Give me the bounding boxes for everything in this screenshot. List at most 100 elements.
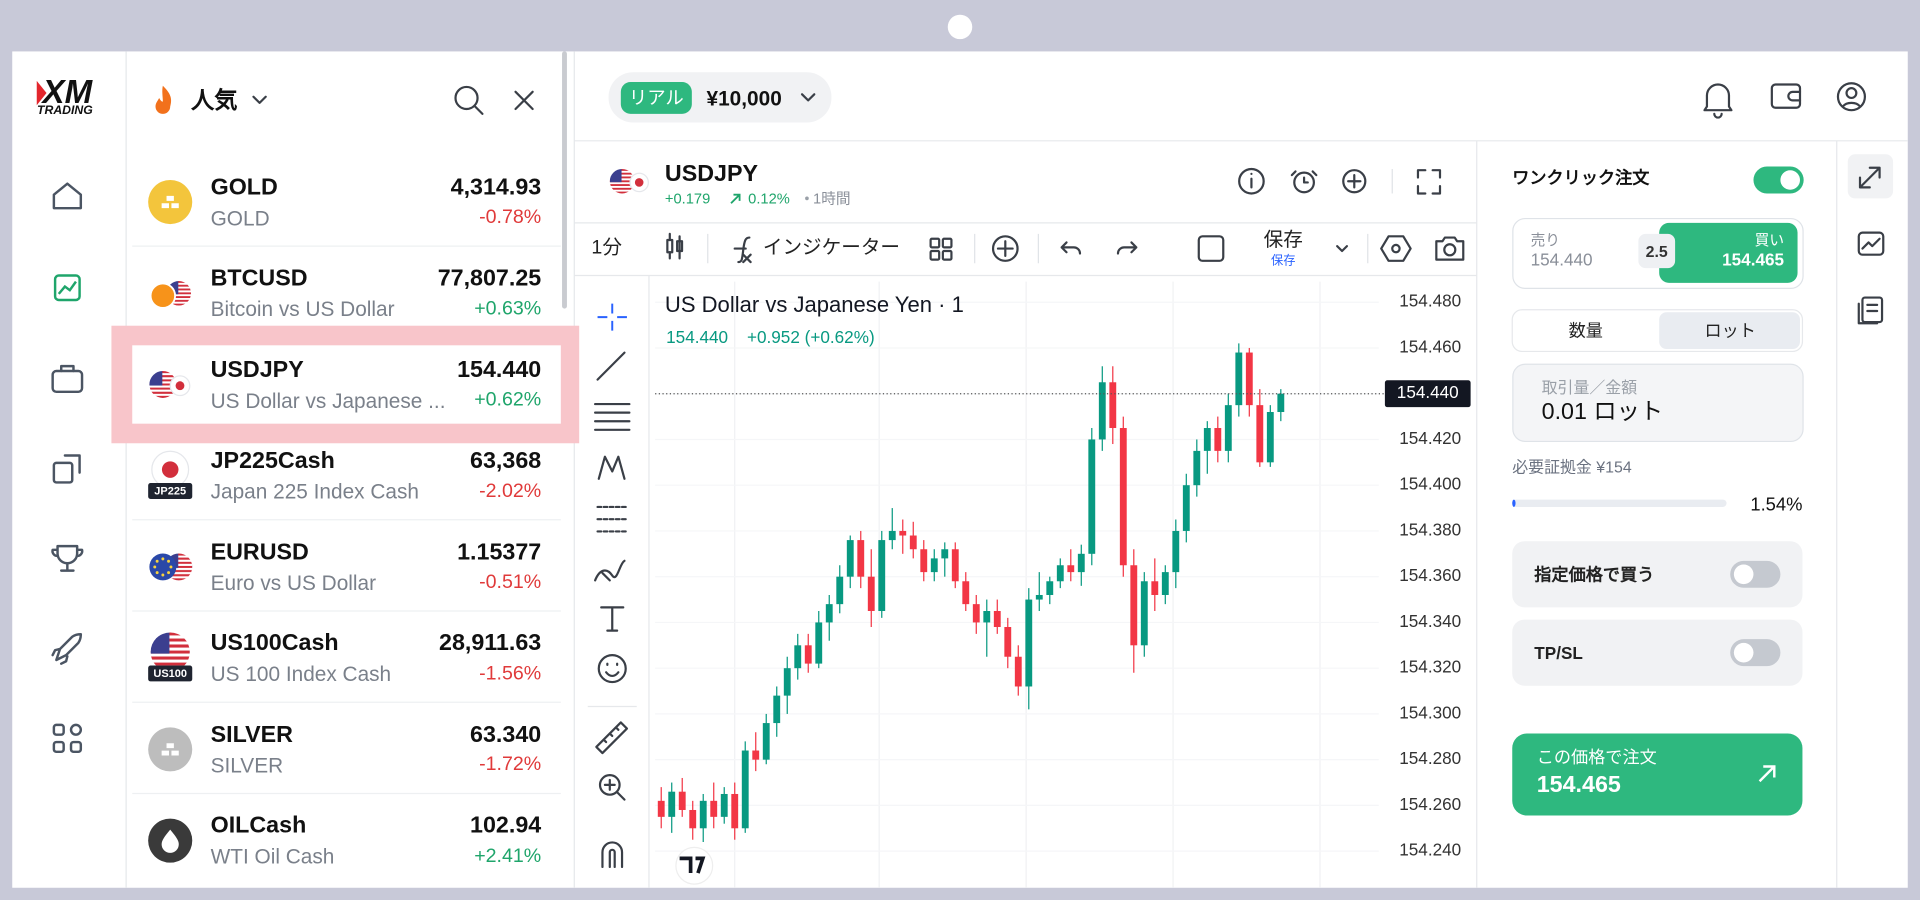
tab-lot[interactable]: ロット	[1704, 320, 1756, 341]
scrollbar[interactable]	[562, 51, 567, 309]
one-click-label: ワンクリック注文	[1512, 167, 1650, 188]
close-icon[interactable]	[514, 90, 534, 111]
candle-body	[773, 695, 781, 724]
symbol[interactable]: BTCUSD	[210, 265, 308, 292]
logo-brand: XM	[42, 72, 93, 110]
account-balance[interactable]: ¥10,000	[706, 86, 782, 110]
side-news-icon[interactable]	[1857, 296, 1884, 325]
nav-icons[interactable]	[51, 182, 84, 754]
side-trade-icon[interactable]	[1858, 166, 1881, 189]
nav-chart[interactable]	[53, 274, 81, 302]
compare-icon[interactable]	[991, 235, 1019, 262]
settings-icon[interactable]	[1380, 235, 1412, 262]
wallet-icon[interactable]	[1770, 83, 1802, 109]
text-tool[interactable]	[600, 606, 625, 632]
volume-label: 取引量／金額	[1541, 377, 1638, 397]
undo-icon[interactable]	[1060, 241, 1082, 255]
candle-body	[699, 800, 707, 829]
btc-icon	[149, 282, 177, 309]
nav-portfolio[interactable]	[51, 364, 84, 394]
buy-button[interactable]	[1659, 222, 1798, 283]
description: WTI Oil Cash	[210, 844, 335, 869]
limit-box	[1512, 541, 1803, 608]
pattern-tool[interactable]	[597, 455, 626, 480]
account-dropdown[interactable]	[800, 93, 816, 102]
snapshot-icon[interactable]	[1435, 236, 1465, 261]
watchlist-title[interactable]: 人気	[191, 87, 238, 114]
drawing-tools[interactable]	[594, 303, 631, 869]
watchlist-dropdown[interactable]	[252, 95, 267, 104]
badge-box	[148, 483, 193, 499]
save-dropdown[interactable]	[1336, 245, 1349, 253]
brush-tool[interactable]	[594, 559, 626, 582]
crosshair-tool[interactable]	[597, 303, 627, 331]
instrument-symbol: USDJPY	[664, 161, 758, 187]
layout-icon[interactable]	[929, 237, 953, 261]
order-button[interactable]	[1512, 733, 1803, 816]
silver-icon	[148, 727, 193, 772]
candle-type-icon[interactable]	[666, 232, 684, 260]
magnet-tool[interactable]	[601, 841, 624, 869]
nav-copy[interactable]	[52, 454, 81, 484]
save[interactable]: 保存	[1263, 230, 1303, 252]
flag-eu-star	[169, 565, 173, 569]
flag-us	[609, 168, 635, 194]
candle-body	[731, 793, 739, 829]
search-icon[interactable]	[454, 85, 484, 115]
fullscreen-icon[interactable]	[1416, 169, 1442, 195]
candle-body	[1025, 599, 1033, 687]
tab-quantity[interactable]: 数量	[1568, 320, 1603, 341]
candle-body	[1182, 485, 1190, 531]
y-tick-label: 154.300	[1399, 702, 1461, 722]
bars	[161, 743, 179, 756]
layout-square-icon[interactable]	[1197, 235, 1225, 262]
emoji-tool[interactable]	[597, 654, 627, 684]
symbol[interactable]: JP225Cash	[210, 448, 335, 474]
interval[interactable]: 1分	[591, 237, 622, 259]
dot	[805, 196, 809, 201]
candle-body	[878, 540, 886, 611]
nav-home[interactable]	[52, 182, 83, 210]
candle-body	[1130, 565, 1138, 646]
order-button-label[interactable]: この価格で注文	[1536, 746, 1657, 767]
fx-icon[interactable]	[733, 236, 752, 264]
instrument-change-pct: 0.12%	[748, 189, 790, 207]
symbol[interactable]: US100Cash	[210, 630, 339, 657]
nav-apps[interactable]	[52, 723, 83, 754]
nav-rocket[interactable]	[51, 633, 83, 665]
candle-body	[1214, 428, 1222, 451]
symbol[interactable]: EURUSD	[210, 539, 309, 566]
indicators[interactable]: インジケーター	[762, 237, 901, 259]
order-button-price[interactable]: 154.465	[1536, 772, 1621, 798]
candle-body	[1172, 530, 1180, 573]
alert-icon[interactable]	[1290, 170, 1318, 194]
prediction-tool[interactable]	[596, 505, 629, 533]
y-tick-label: 154.280	[1399, 748, 1461, 768]
symbol[interactable]: SILVER	[210, 721, 293, 748]
symbol[interactable]: GOLD	[210, 174, 278, 201]
margin-fill	[1512, 499, 1516, 507]
add-icon[interactable]	[1342, 169, 1367, 194]
last-price-label: 154.440	[1397, 382, 1459, 402]
symbol[interactable]: USDJPY	[210, 356, 304, 383]
trendline-tool[interactable]	[596, 351, 626, 381]
candle-body	[794, 645, 802, 669]
zoom-tool[interactable]	[598, 774, 626, 801]
price: 4,314.93	[450, 174, 542, 201]
volume-input[interactable]	[1512, 363, 1804, 443]
bell-icon[interactable]	[1703, 83, 1733, 119]
candle-body	[1266, 412, 1274, 463]
info-icon[interactable]	[1238, 167, 1265, 195]
side-chart-icon[interactable]	[1857, 231, 1885, 256]
sell-button[interactable]	[1515, 222, 1639, 283]
y-tick-label: 154.240	[1399, 840, 1461, 860]
ruler-tool[interactable]	[595, 721, 629, 755]
profile-icon[interactable]	[1836, 82, 1867, 112]
candle-body	[1046, 581, 1054, 595]
nav-trophy[interactable]	[51, 544, 84, 572]
fib-tool[interactable]	[594, 402, 631, 431]
description: Japan 225 Index Cash	[210, 480, 419, 504]
candle-body	[804, 645, 812, 664]
symbol[interactable]: OILCash	[210, 813, 307, 839]
tab-active[interactable]	[1659, 312, 1800, 349]
